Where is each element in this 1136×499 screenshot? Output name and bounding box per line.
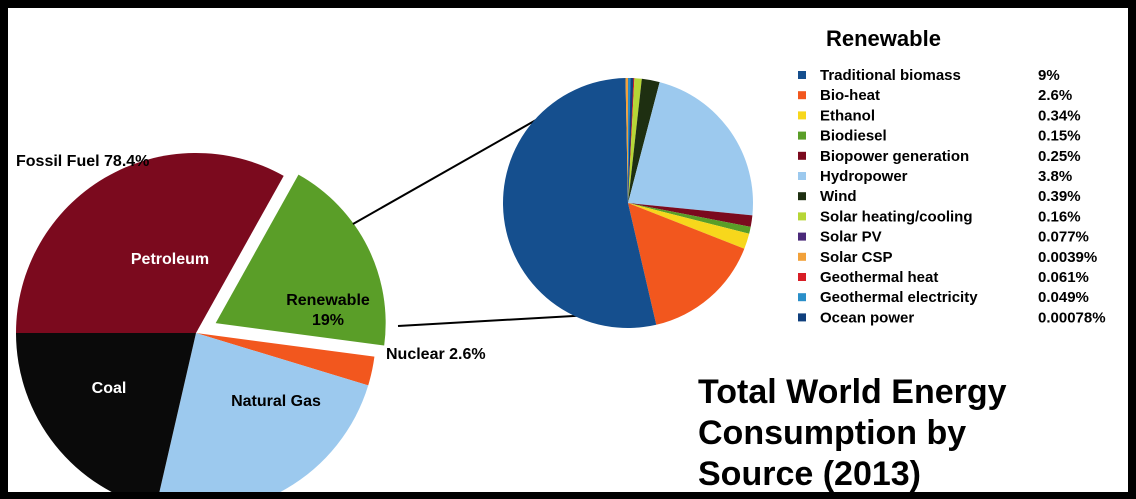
renewable-slice-traditional-biomass [503, 78, 657, 328]
main-slice-petroleum [16, 153, 284, 333]
main-slice-renewable [215, 174, 386, 346]
petroleum-label: Petroleum [131, 251, 209, 268]
connector-top [352, 119, 537, 225]
legend-label-solar-heating-cooling: Solar heating/cooling [820, 208, 973, 225]
main-slice-natural-gas [159, 333, 369, 492]
legend-value-hydropower: 3.8% [1038, 168, 1072, 185]
legend-label-solar-csp: Solar CSP [820, 249, 893, 266]
renewable-slice-ethanol [628, 203, 750, 249]
renewable-slice-solar-csp [625, 78, 629, 203]
legend-value-geothermal-electricity: 0.049% [1038, 289, 1089, 306]
renewable-slice-bio-heat [628, 203, 745, 325]
main-slice-coal [16, 333, 196, 492]
renewable-slice-solar-heating-cooling [628, 78, 642, 203]
legend-swatch-biopower-generation [798, 151, 806, 160]
legend-value-biodiesel: 0.15% [1038, 128, 1081, 145]
renewable-slice-ocean-power [628, 78, 634, 203]
legend-label-hydropower: Hydropower [820, 168, 908, 185]
legend-label-wind: Wind [820, 188, 857, 205]
legend-swatch-bio-heat [798, 91, 806, 100]
renewable-value-label: 19% [312, 312, 344, 329]
legend-value-geothermal-heat: 0.061% [1038, 269, 1089, 286]
legend-value-wind: 0.39% [1038, 188, 1081, 205]
legend-swatch-hydropower [798, 172, 806, 180]
renewable-slice-hydropower [628, 82, 753, 216]
main-pie [16, 153, 386, 492]
chart-title-line-3: Source (2013) [698, 455, 921, 492]
legend-value-bio-heat: 2.6% [1038, 87, 1072, 104]
chart-title-line-1: Total World Energy [698, 373, 1007, 411]
coal-label: Coal [92, 380, 127, 397]
legend-swatch-ethanol [798, 111, 806, 120]
renewable-slice-wind [628, 78, 660, 203]
legend-label-geothermal-electricity: Geothermal electricity [820, 289, 978, 306]
legend-label-geothermal-heat: Geothermal heat [820, 269, 938, 286]
fossil-fuel-label: Fossil Fuel 78.4% [16, 153, 149, 170]
legend-swatch-geothermal-heat [798, 273, 806, 281]
legend-value-solar-csp: 0.0039% [1038, 249, 1097, 266]
chart-title-line-2: Consumption by [698, 414, 966, 452]
legend-swatch-biodiesel [798, 131, 806, 140]
pie-labels: Fossil Fuel 78.4% Petroleum Coal Natural Ga… [16, 153, 486, 410]
legend-value-traditional-biomass: 9% [1038, 67, 1060, 84]
legend-label-traditional-biomass: Traditional biomass [820, 67, 961, 84]
legend-value-ethanol: 0.34% [1038, 107, 1081, 124]
legend-label-ethanol: Ethanol [820, 107, 875, 124]
legend-value-biopower-generation: 0.25% [1038, 148, 1081, 165]
energy-chart: Fossil Fuel 78.4% Petroleum Coal Natural Ga… [16, 26, 1106, 492]
legend-value-solar-heating-cooling: 0.16% [1038, 208, 1081, 225]
legend-swatch-solar-pv [798, 232, 806, 241]
nuclear-label: Nuclear 2.6% [386, 346, 486, 363]
legend-value-ocean-power: 0.00078% [1038, 309, 1106, 326]
legend-swatch-solar-heating-cooling [798, 212, 806, 221]
legend-label-bio-heat: Bio-heat [820, 87, 880, 104]
renewable-pie [503, 78, 753, 328]
renewable-slice-geothermal-electricity [628, 78, 631, 203]
legend-label-biopower-generation: Biopower generation [820, 148, 969, 165]
legend-swatch-ocean-power [798, 313, 806, 322]
legend-label-ocean-power: Ocean power [820, 309, 914, 326]
renewable-legend: Renewable Traditional biomass 9% Bio-heat 2.… [798, 26, 1106, 326]
legend-swatch-traditional-biomass [798, 71, 806, 79]
renewable-slice-geothermal-heat [628, 78, 635, 203]
legend-title: Renewable [826, 26, 941, 51]
legend-label-solar-pv: Solar PV [820, 229, 882, 246]
legend-swatch-geothermal-electricity [798, 293, 806, 302]
main-slice-nuclear [196, 333, 375, 386]
legend-swatch-solar-csp [798, 252, 806, 261]
renewable-slice-biopower-generation [628, 203, 753, 227]
natural-gas-label: Natural Gas [231, 393, 321, 410]
renewable-slice-biodiesel [628, 203, 751, 234]
renewable-label: Renewable [286, 292, 370, 309]
legend-swatch-wind [798, 192, 806, 201]
legend-label-biodiesel: Biodiesel [820, 128, 887, 145]
legend-value-solar-pv: 0.077% [1038, 229, 1089, 246]
